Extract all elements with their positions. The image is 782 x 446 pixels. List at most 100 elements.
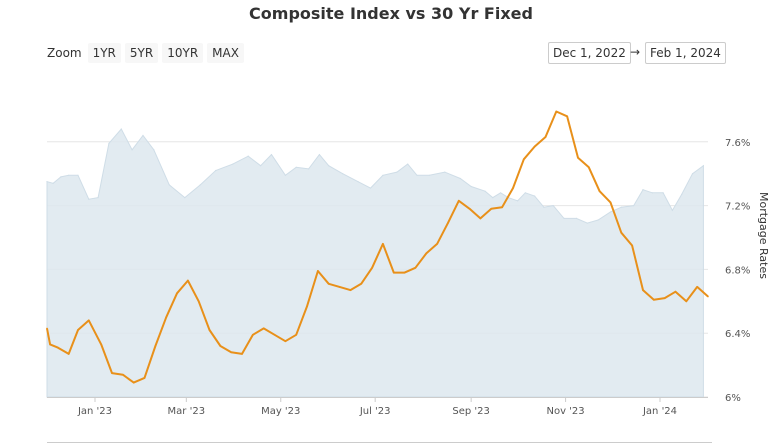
line-point	[392, 271, 395, 274]
area-point	[153, 149, 155, 151]
area-point	[295, 166, 297, 168]
area-point	[88, 198, 90, 200]
area-point	[444, 171, 446, 173]
line-point	[132, 381, 135, 384]
area-point	[499, 192, 502, 194]
area-point	[77, 174, 79, 176]
line-point	[468, 207, 471, 210]
y-tick-label: 7.6%	[725, 138, 750, 149]
line-point	[479, 217, 482, 220]
y-tick-label: 7.2%	[725, 202, 750, 213]
area-point	[552, 205, 554, 207]
line-point	[306, 305, 308, 307]
area-point	[382, 174, 384, 176]
x-tick-label: Nov '23	[546, 406, 584, 417]
line-point	[620, 231, 623, 234]
line-point	[49, 343, 51, 346]
area-point	[357, 181, 359, 183]
line-point	[77, 329, 79, 331]
range-to-input[interactable]: Feb 1, 2024	[645, 42, 726, 64]
x-tick-label: Jul '23	[359, 406, 391, 417]
line-point	[577, 156, 579, 159]
line-point	[685, 300, 688, 303]
line-point	[87, 319, 90, 322]
area-point	[318, 153, 321, 156]
area-point	[428, 174, 430, 176]
area-point	[642, 189, 644, 191]
line-point	[154, 345, 157, 347]
range-from-input[interactable]: Dec 1, 2022	[548, 42, 631, 64]
area-point	[671, 209, 673, 211]
area-point	[308, 168, 310, 170]
line-point	[598, 190, 601, 193]
line-point	[457, 200, 460, 202]
area-point	[328, 165, 330, 167]
line-point	[187, 279, 189, 282]
x-tick-label: Jan '23	[77, 406, 112, 417]
x-tick-label: May '23	[261, 406, 300, 417]
line-point	[447, 222, 449, 224]
line-point	[208, 329, 211, 331]
line-point	[663, 297, 666, 299]
area-point	[369, 187, 372, 189]
zoom-max-button[interactable]: MAX	[207, 43, 244, 63]
line-point	[241, 353, 243, 355]
line-point	[631, 244, 633, 247]
area-point	[97, 197, 99, 199]
area-point	[215, 169, 217, 172]
line-point	[197, 300, 200, 303]
area-point	[702, 165, 704, 167]
line-point	[696, 286, 698, 288]
line-point	[544, 136, 547, 138]
line-point	[100, 343, 102, 346]
line-point	[609, 201, 612, 204]
line-point	[501, 206, 503, 208]
zoom-5yr-button[interactable]: 5YR	[124, 43, 159, 63]
area-point	[396, 171, 398, 173]
line-point	[252, 333, 254, 336]
area-point	[60, 176, 62, 178]
area-point	[52, 182, 54, 184]
area-point	[470, 185, 472, 188]
y-axis-title: Mortgage Rates	[757, 192, 770, 279]
area-point	[416, 174, 418, 176]
area-point	[534, 195, 536, 197]
line-point	[67, 353, 70, 355]
line-point	[176, 292, 178, 295]
area-point	[524, 192, 526, 194]
area-point	[184, 197, 186, 199]
area-point	[586, 222, 588, 224]
line-point	[230, 351, 233, 354]
range-arrow: →	[630, 45, 641, 59]
area-point	[168, 184, 170, 186]
area-point	[563, 217, 565, 219]
area-point	[284, 174, 286, 176]
line-point	[122, 373, 124, 376]
y-tick-label: 6%	[725, 393, 741, 404]
area-point	[620, 206, 622, 208]
line-point	[57, 346, 59, 349]
line-point	[284, 340, 287, 342]
line-point	[642, 289, 644, 291]
y-tick-label: 6.4%	[725, 329, 750, 340]
line-point	[588, 166, 590, 169]
line-point	[533, 145, 536, 148]
line-point	[522, 158, 525, 161]
x-tick-label: Mar '23	[168, 406, 206, 417]
zoom-1yr-button[interactable]: 1YR	[87, 43, 121, 63]
area-point	[484, 190, 486, 192]
area-point	[120, 128, 122, 130]
area-point	[68, 174, 70, 176]
line-point	[403, 271, 406, 274]
area-point	[199, 184, 201, 186]
line-point	[317, 270, 319, 272]
line-point	[653, 298, 655, 301]
zoom-label: Zoom	[47, 46, 82, 60]
line-point	[273, 333, 276, 336]
area-point	[633, 205, 635, 207]
area-point	[575, 217, 578, 219]
line-point	[338, 286, 341, 288]
zoom-10yr-button[interactable]: 10YR	[162, 43, 204, 63]
line-point	[327, 282, 330, 285]
